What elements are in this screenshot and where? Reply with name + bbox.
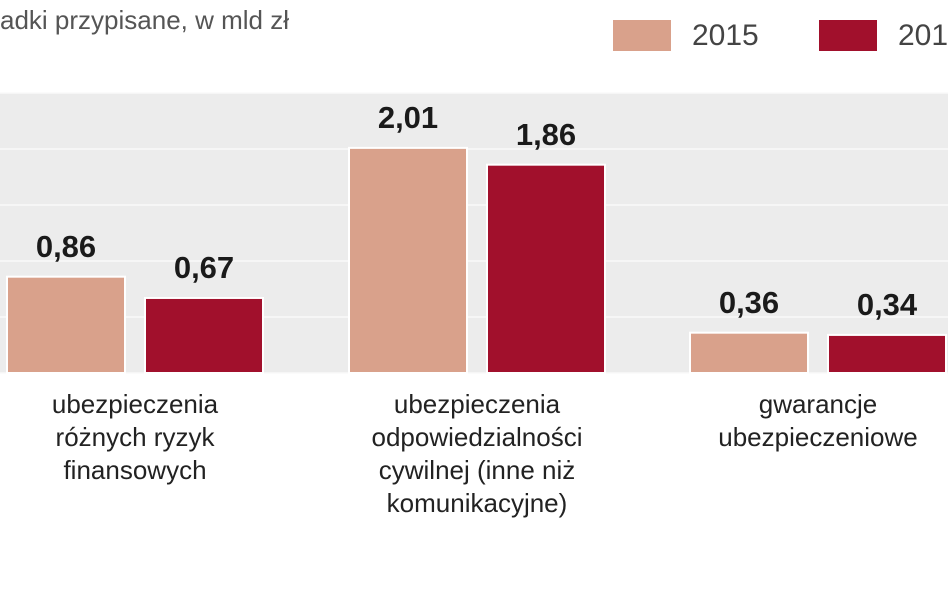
value-label: 0,36 [719,285,779,320]
bar [827,333,947,375]
bar [689,331,809,374]
bar [6,275,126,374]
legend-label: 2015 [692,19,759,52]
legend-swatch [817,18,879,53]
x-tick-label: różnych ryzyk [56,422,216,452]
value-label: 0,34 [857,287,918,322]
value-label: 0,67 [174,250,234,285]
value-label: 0,86 [36,229,96,264]
legend-swatch [611,18,673,53]
x-tick-label: ubezpieczeniowe [718,422,917,452]
value-label: 1,86 [516,117,576,152]
x-tick-label: cywilnej (inne niż [379,455,576,485]
bar [348,146,468,374]
x-tick-label: komunikacyjne) [387,488,568,518]
legend-label: 201 [898,19,948,52]
x-tick-label: ubezpieczenia [394,389,561,419]
plot-area [0,93,948,373]
x-tick-label: finansowych [63,455,206,485]
bar [144,296,264,374]
chart-title: adki przypisane, w mld zł [0,5,289,35]
value-label: 2,01 [378,100,438,135]
x-tick-label: gwarancje [759,389,878,419]
x-tick-label: ubezpieczenia [52,389,219,419]
x-tick-label: odpowiedzialności [371,422,582,452]
bar [486,163,606,374]
